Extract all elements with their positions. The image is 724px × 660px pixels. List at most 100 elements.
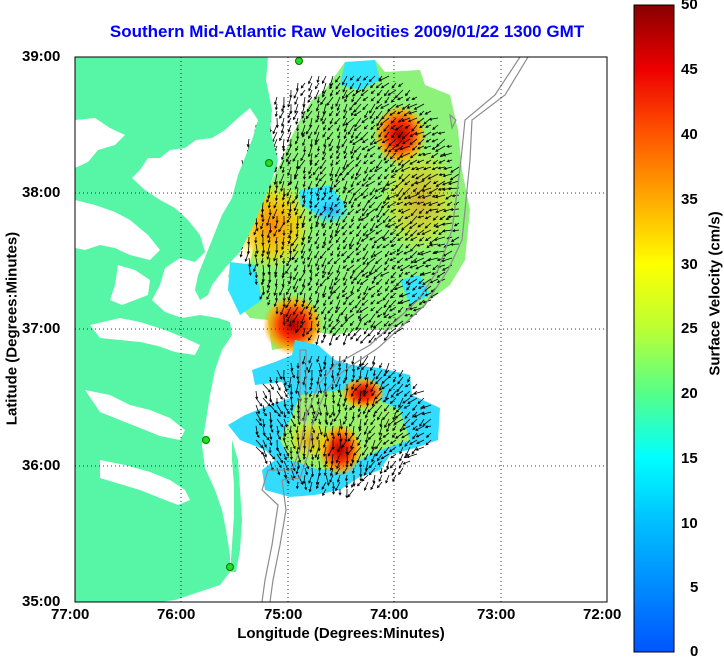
- velocity-vector: [308, 82, 313, 92]
- velocity-vector: [292, 313, 299, 324]
- velocity-vector: [281, 243, 285, 251]
- velocity-vector: [365, 229, 376, 237]
- velocity-vector: [376, 481, 383, 489]
- velocity-vector: [254, 250, 258, 258]
- velocity-vector: [403, 404, 411, 409]
- velocity-vector: [371, 390, 376, 397]
- velocity-vector: [397, 215, 404, 223]
- velocity-vector: [432, 215, 439, 221]
- velocity-vector: [293, 173, 299, 180]
- velocity-vector: [323, 187, 327, 196]
- velocity-vector: [329, 110, 334, 117]
- velocity-vector: [357, 411, 362, 418]
- velocity-vector: [438, 159, 446, 164]
- velocity-vector: [412, 411, 418, 418]
- velocity-vector: [341, 138, 348, 148]
- velocity-vector: [321, 481, 327, 490]
- velocity-vector: [363, 243, 369, 252]
- velocity-vector: [308, 243, 313, 252]
- velocity-vector: [373, 236, 383, 244]
- velocity-vector: [274, 271, 278, 279]
- velocity-vector: [350, 145, 355, 155]
- velocity-vector: [382, 243, 390, 249]
- velocity-vector: [330, 250, 334, 257]
- velocity-vector: [331, 481, 336, 490]
- velocity-vector: [308, 173, 313, 179]
- velocity-vector: [276, 460, 282, 469]
- velocity-vector: [412, 425, 418, 431]
- velocity-vector: [290, 460, 296, 472]
- velocity-vector: [261, 250, 265, 258]
- velocity-vector: [288, 278, 292, 285]
- x-tick-label: 73:00: [477, 606, 516, 623]
- velocity-vector: [422, 278, 432, 286]
- velocity-vector: [311, 425, 316, 434]
- velocity-vector: [389, 257, 397, 262]
- velocity-vector: [316, 397, 320, 406]
- velocity-vector: [309, 222, 313, 231]
- velocity-vector: [323, 313, 327, 321]
- velocity-vector: [432, 124, 439, 130]
- velocity-vector: [308, 215, 313, 222]
- velocity-vector: [300, 243, 306, 254]
- velocity-vector: [403, 453, 411, 459]
- velocity-vector: [335, 334, 341, 341]
- velocity-vector: [335, 96, 341, 107]
- velocity-vector: [344, 313, 348, 320]
- velocity-vector: [391, 131, 397, 139]
- velocity-vector: [303, 145, 307, 153]
- velocity-vector: [431, 131, 439, 136]
- velocity-vector: [385, 222, 390, 228]
- velocity-vector: [302, 131, 306, 138]
- velocity-vector: [266, 243, 271, 256]
- velocity-vector: [412, 404, 418, 411]
- velocity-vector: [373, 250, 383, 257]
- velocity-vector: [281, 208, 285, 215]
- velocity-vector: [341, 222, 348, 230]
- velocity-vector: [345, 481, 349, 489]
- velocity-vector: [297, 159, 306, 170]
- velocity-vector: [363, 383, 369, 394]
- velocity-vector: [295, 425, 299, 434]
- velocity-vector: [280, 306, 285, 316]
- velocity-vector: [314, 446, 320, 459]
- velocity-vector: [350, 152, 355, 160]
- velocity-vector: [421, 194, 432, 199]
- velocity-vector: [307, 96, 313, 103]
- velocity-vector: [405, 446, 411, 457]
- velocity-vector: [260, 229, 265, 238]
- velocity-vector: [301, 229, 306, 241]
- velocity-vector: [437, 166, 446, 170]
- velocity-vector: [273, 285, 278, 297]
- velocity-vector: [358, 313, 362, 320]
- velocity-vector: [281, 201, 285, 208]
- velocity-vector: [339, 166, 348, 176]
- velocity-vector: [353, 103, 362, 113]
- velocity-vector: [370, 299, 376, 305]
- velocity-vector: [260, 278, 264, 286]
- velocity-vector: [322, 439, 327, 449]
- velocity-vector: [260, 257, 264, 264]
- velocity-vector: [300, 82, 306, 89]
- velocity-vector: [362, 194, 369, 199]
- velocity-vector: [349, 229, 355, 235]
- velocity-vector: [340, 306, 348, 316]
- velocity-vector: [365, 208, 376, 216]
- velocity-vector: [405, 278, 411, 284]
- velocity-vector: [368, 425, 376, 434]
- velocity-vector: [395, 278, 404, 287]
- velocity-vector: [274, 292, 279, 302]
- velocity-vector: [362, 75, 369, 81]
- velocity-vector: [359, 306, 369, 313]
- velocity-vector: [404, 439, 411, 447]
- velocity-vector: [290, 432, 294, 440]
- velocity-vector: [262, 404, 266, 413]
- velocity-vector: [436, 138, 446, 147]
- velocity-vector: [368, 467, 376, 476]
- velocity-vector: [262, 418, 266, 428]
- velocity-vector: [353, 96, 362, 106]
- velocity-vector: [343, 152, 348, 160]
- velocity-vector: [324, 390, 328, 398]
- velocity-vector: [396, 383, 404, 393]
- velocity-vector: [255, 432, 260, 438]
